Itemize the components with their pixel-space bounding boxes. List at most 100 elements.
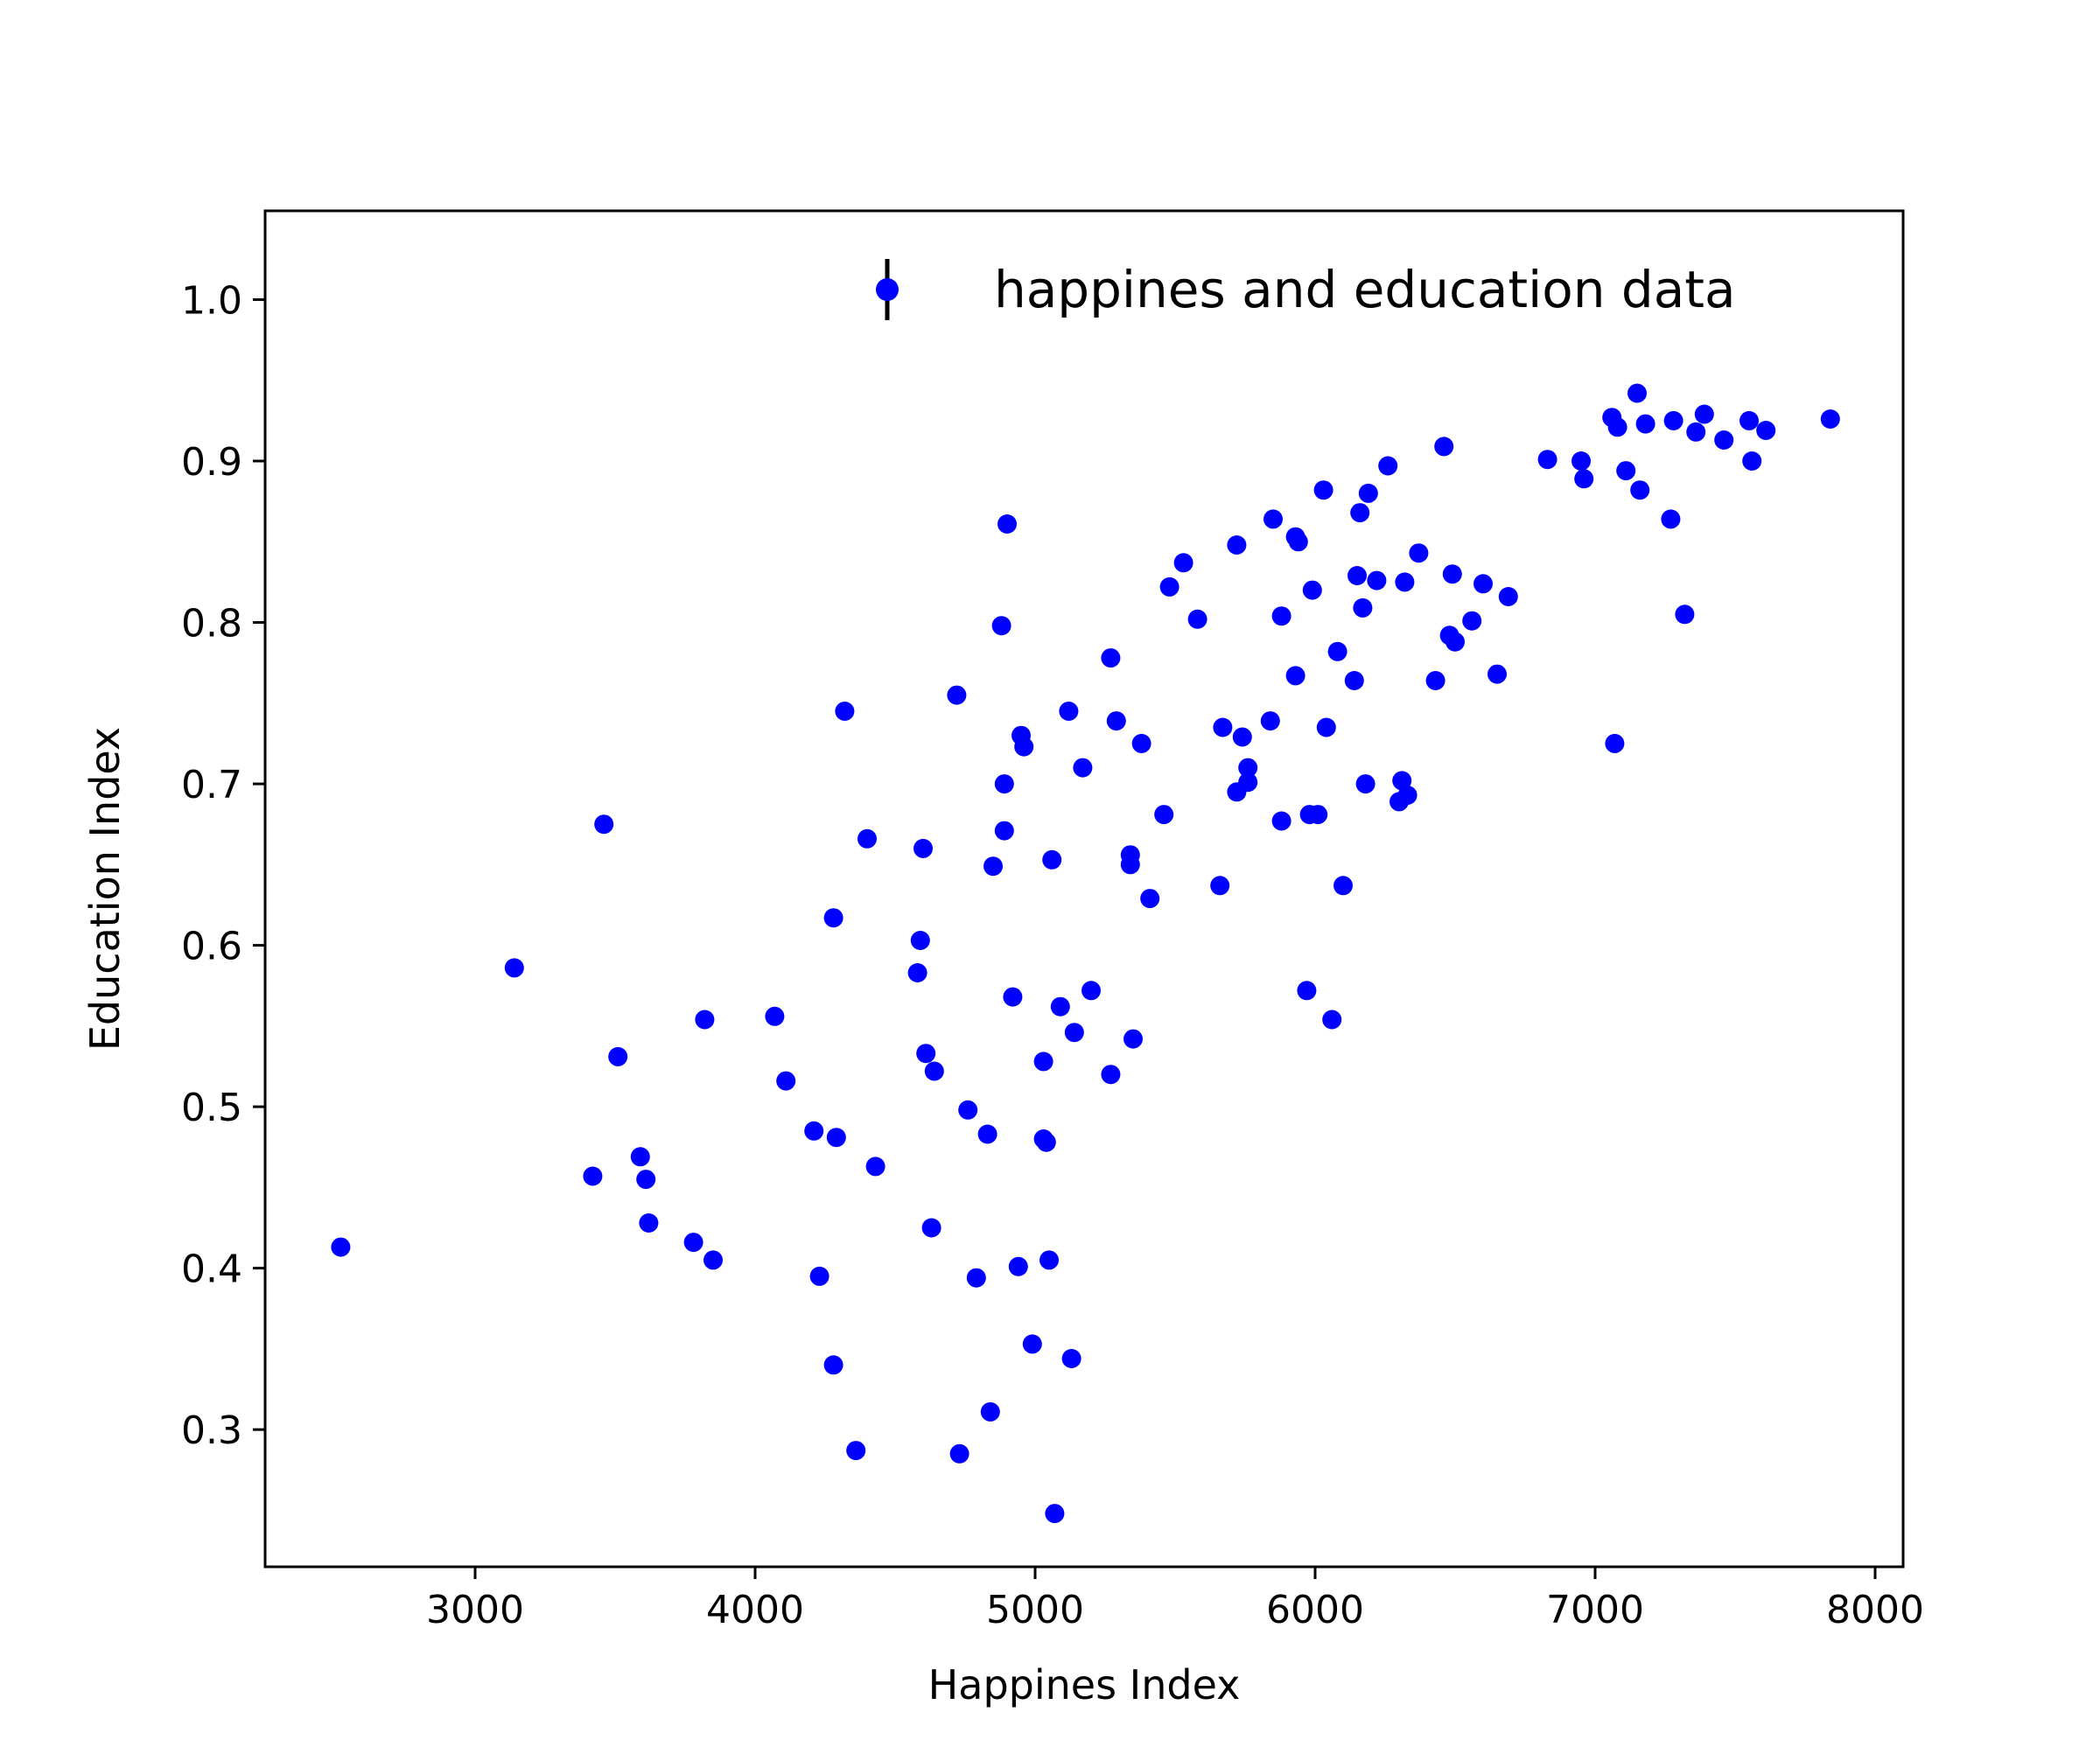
data-point (907, 963, 928, 982)
data-point (1605, 733, 1625, 753)
data-point (1173, 553, 1194, 573)
data-point (823, 1355, 844, 1375)
data-point (1395, 572, 1415, 592)
data-point (1820, 409, 1840, 429)
data-point (1131, 733, 1152, 753)
legend-point-marker (876, 278, 899, 301)
data-point (1663, 410, 1684, 430)
data-point (921, 1218, 942, 1238)
data-point (1635, 414, 1656, 434)
data-point (636, 1170, 656, 1190)
data-point (776, 1071, 796, 1091)
data-point (1628, 383, 1647, 403)
y-tick-label: 0.8 (181, 602, 242, 646)
x-tick-label: 5000 (986, 1588, 1084, 1632)
data-point (331, 1237, 351, 1257)
data-point (1101, 648, 1121, 668)
data-point (1572, 451, 1591, 471)
data-point (704, 1250, 723, 1270)
legend-label: happines and education data (994, 260, 1736, 319)
data-point (608, 1046, 628, 1066)
data-point (594, 814, 614, 835)
data-point (1322, 1010, 1342, 1030)
data-point (1159, 577, 1180, 597)
data-point (1313, 480, 1334, 500)
data-point (804, 1121, 824, 1141)
data-point (1742, 451, 1762, 471)
data-point (826, 1128, 846, 1148)
data-point (1488, 664, 1507, 684)
x-tick-label: 7000 (1546, 1588, 1644, 1632)
data-point (1348, 566, 1367, 585)
data-point (1271, 811, 1292, 831)
data-point (1059, 702, 1079, 721)
data-point (1316, 717, 1336, 737)
data-point (846, 1441, 866, 1461)
data-point (1042, 849, 1062, 870)
axis-ticks: 3000 4000 5000 6000 7000 8000 0.3 0.4 0.5 0.6 0.7 0… (181, 278, 1924, 1632)
data-point (1442, 564, 1462, 584)
data-point (1425, 671, 1446, 690)
data-point (865, 1157, 886, 1177)
data-point (1140, 889, 1160, 909)
data-point (984, 856, 1003, 877)
data-point (1124, 1029, 1143, 1049)
y-tick-label: 1.0 (181, 278, 242, 323)
data-point (1260, 711, 1280, 731)
data-point (1073, 758, 1093, 778)
data-point (1238, 772, 1258, 793)
data-point (1213, 717, 1233, 737)
data-point (1014, 737, 1034, 757)
data-point (1302, 580, 1322, 600)
y-axis-label: Education Index (81, 727, 129, 1051)
data-point (1271, 606, 1292, 626)
data-point (994, 774, 1014, 794)
data-point (765, 1006, 785, 1026)
data-point (1061, 1349, 1082, 1368)
plot-frame (263, 209, 1905, 1569)
data-point (1008, 1256, 1028, 1276)
data-point (1358, 483, 1378, 503)
x-axis-label: Happines Index (928, 1661, 1241, 1709)
data-point (1686, 422, 1706, 442)
data-point (1003, 987, 1023, 1007)
data-point (1308, 805, 1328, 825)
data-point (966, 1268, 986, 1288)
data-point (1350, 503, 1370, 523)
data-point (1297, 981, 1317, 1001)
data-point (977, 1124, 998, 1144)
data-point (1434, 437, 1454, 457)
data-point (1378, 456, 1398, 476)
data-point (1045, 1504, 1065, 1524)
data-point (858, 828, 877, 849)
data-point (1607, 417, 1628, 437)
data-points (331, 383, 1840, 1524)
data-point (994, 821, 1014, 841)
data-point (683, 1233, 704, 1253)
data-point (1154, 805, 1174, 825)
data-point (958, 1100, 978, 1120)
data-point (1022, 1334, 1042, 1354)
data-point (1238, 758, 1258, 778)
data-point (1288, 532, 1308, 552)
data-point (1446, 632, 1465, 652)
y-tick-label: 0.9 (181, 440, 242, 485)
data-point (1756, 421, 1776, 440)
data-point (1264, 509, 1283, 529)
data-point (1187, 609, 1208, 629)
data-point (910, 931, 930, 950)
data-point (1474, 574, 1493, 594)
x-tick-label: 6000 (1266, 1588, 1364, 1632)
x-tick-label: 3000 (426, 1588, 524, 1632)
data-point (1714, 430, 1734, 450)
data-point (1675, 604, 1695, 625)
data-point (1210, 876, 1230, 896)
data-point (823, 908, 844, 928)
data-point (835, 702, 855, 721)
data-point (949, 1443, 970, 1464)
data-point (1409, 543, 1429, 563)
data-point (1227, 535, 1247, 555)
x-tick-label: 4000 (706, 1588, 804, 1632)
